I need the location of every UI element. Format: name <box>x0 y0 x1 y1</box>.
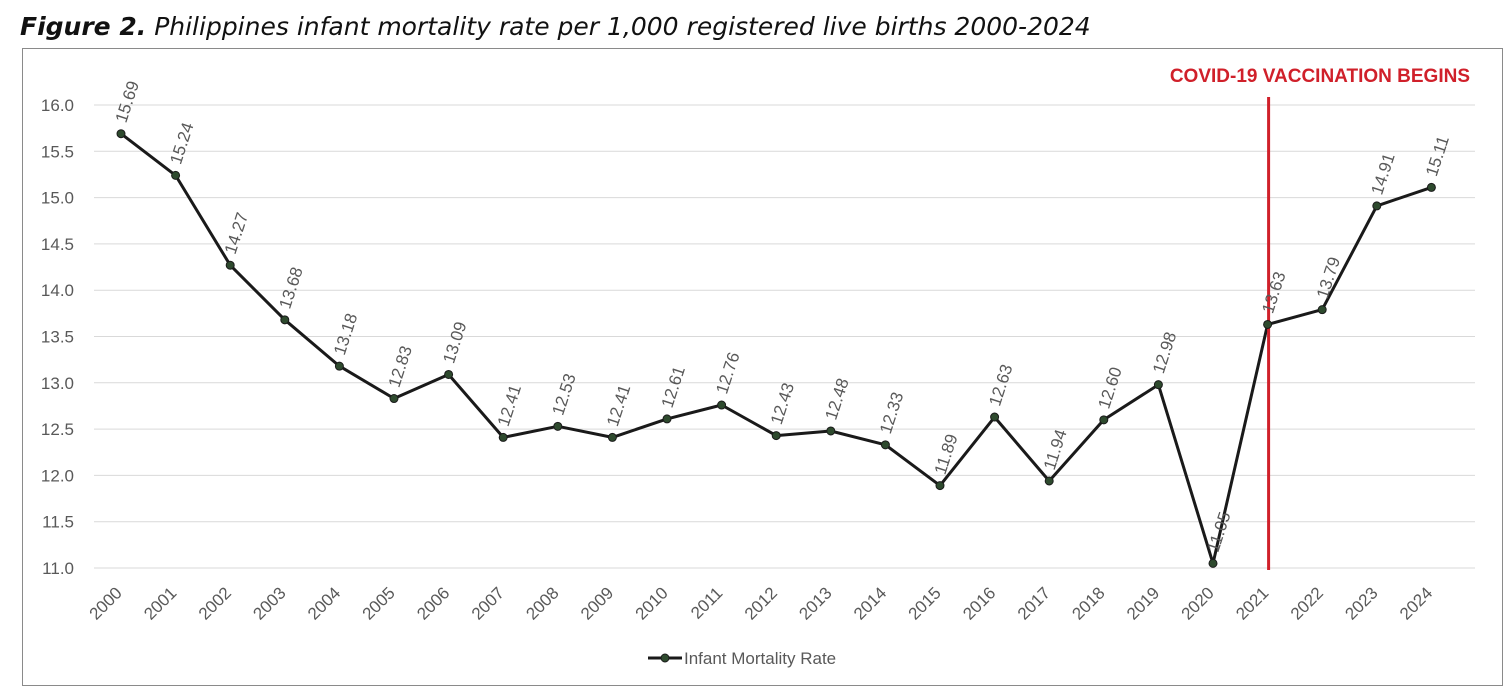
data-label: 12.76 <box>712 350 743 396</box>
data-point <box>826 426 836 436</box>
data-point <box>389 394 399 404</box>
x-tick-label: 2016 <box>959 583 999 623</box>
data-point <box>607 432 617 442</box>
legend-label: Infant Mortality Rate <box>684 649 836 668</box>
data-point <box>225 260 235 270</box>
data-label: 12.63 <box>985 362 1016 408</box>
x-tick-label: 2017 <box>1014 583 1054 623</box>
data-label: 11.89 <box>931 432 962 477</box>
data-point <box>662 414 672 424</box>
x-tick-label: 2006 <box>413 583 453 623</box>
data-label: 13.63 <box>1258 269 1289 315</box>
figure-label: Figure 2. <box>20 12 147 41</box>
y-tick-label: 12.0 <box>41 466 74 485</box>
data-label: 14.27 <box>221 210 252 256</box>
data-point <box>1208 558 1218 568</box>
x-tick-label: 2005 <box>359 583 399 623</box>
data-point <box>717 400 727 410</box>
data-point <box>935 481 945 491</box>
x-tick-label: 2024 <box>1396 583 1436 623</box>
data-point <box>498 432 508 442</box>
y-tick-label: 13.5 <box>41 328 74 347</box>
data-point <box>553 421 563 431</box>
y-tick-label: 13.0 <box>41 374 74 393</box>
data-point <box>280 315 290 325</box>
data-point <box>334 361 344 371</box>
data-label: 12.41 <box>603 382 634 428</box>
data-point <box>771 431 781 441</box>
y-tick-label: 15.5 <box>41 142 74 161</box>
x-tick-label: 2001 <box>140 583 180 623</box>
data-label: 11.94 <box>1040 427 1071 472</box>
x-tick-label: 2015 <box>905 583 945 623</box>
x-tick-label: 2011 <box>687 583 726 622</box>
data-label: 15.24 <box>166 120 197 166</box>
x-tick-label: 2012 <box>741 583 781 623</box>
data-point <box>171 170 181 180</box>
vaccination-annotation-text: COVID-19 VACCINATION BEGINS <box>1170 66 1470 87</box>
data-label: 13.68 <box>276 265 307 311</box>
x-tick-label: 2020 <box>1178 583 1218 623</box>
data-label: 11.05 <box>1204 509 1235 554</box>
x-tick-label: 2007 <box>468 583 508 623</box>
data-point <box>1263 319 1273 329</box>
y-tick-label: 15.0 <box>41 189 74 208</box>
data-point <box>1099 415 1109 425</box>
series-line <box>120 132 1432 565</box>
data-point <box>990 412 1000 422</box>
data-label: 12.43 <box>767 380 798 426</box>
data-label: 12.41 <box>494 382 525 428</box>
data-label: 12.61 <box>658 364 689 410</box>
x-tick-label: 2018 <box>1068 583 1108 623</box>
data-label: 13.18 <box>330 311 361 357</box>
x-tick-label: 2000 <box>86 583 126 623</box>
chart-frame <box>22 48 1503 686</box>
data-point <box>880 440 890 450</box>
data-label: 14.91 <box>1368 151 1399 197</box>
data-label: 12.53 <box>549 371 580 417</box>
x-tick-label: 2022 <box>1287 583 1327 623</box>
x-tick-label: 2009 <box>577 583 617 623</box>
data-point <box>1044 476 1054 486</box>
data-point <box>116 129 126 139</box>
data-label: 15.69 <box>112 79 143 125</box>
x-tick-label: 2023 <box>1341 583 1381 623</box>
y-tick-label: 12.5 <box>41 420 74 439</box>
y-tick-label: 11.0 <box>42 559 74 578</box>
y-tick-label: 14.0 <box>41 281 74 300</box>
data-point <box>1426 182 1436 192</box>
x-tick-label: 2008 <box>522 583 562 623</box>
data-label: 12.60 <box>1095 365 1126 411</box>
data-label: 15.11 <box>1422 134 1453 179</box>
x-tick-label: 2003 <box>249 583 289 623</box>
data-point <box>1317 305 1327 315</box>
data-point <box>1153 380 1163 390</box>
y-tick-label: 14.5 <box>41 235 74 254</box>
data-point <box>1372 201 1382 211</box>
x-tick-label: 2019 <box>1123 583 1163 623</box>
data-point <box>444 369 454 379</box>
x-tick-label: 2013 <box>795 583 835 623</box>
y-tick-label: 16.0 <box>41 96 74 115</box>
x-tick-label: 2004 <box>304 583 344 623</box>
legend-marker <box>660 653 670 663</box>
figure-title: Figure 2. Philippines infant mortality r… <box>20 12 1091 41</box>
figure-caption: Philippines infant mortality rate per 1,… <box>154 12 1091 41</box>
y-tick-label: 11.5 <box>42 513 74 532</box>
x-tick-label: 2010 <box>632 583 672 623</box>
x-tick-label: 2021 <box>1232 583 1272 623</box>
x-tick-label: 2002 <box>195 583 235 623</box>
data-label: 13.09 <box>439 319 470 365</box>
x-tick-label: 2014 <box>850 583 890 623</box>
